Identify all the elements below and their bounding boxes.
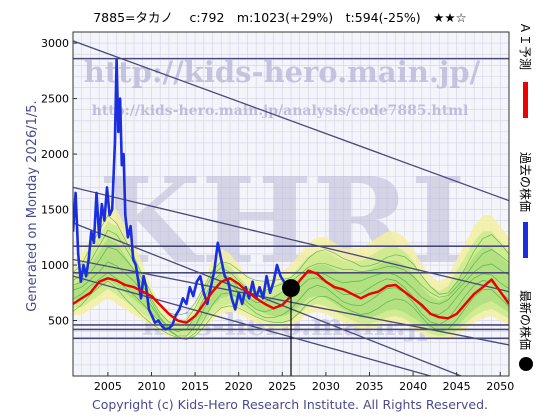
- copyright-footer: Copyright (c) Kids-Hero Research Institu…: [92, 397, 488, 412]
- legend-swatch-past: [523, 222, 528, 258]
- y-tick-label: 3000: [41, 37, 69, 50]
- legend-swatch-ai: [523, 82, 528, 118]
- y-tick-label: 1500: [41, 204, 69, 217]
- plot-frame: [72, 31, 510, 377]
- x-tick-label: 2035: [355, 380, 383, 393]
- y-tick-label: 1000: [41, 259, 69, 272]
- x-tick-label: 2010: [137, 380, 165, 393]
- x-tick-label: 2050: [486, 380, 514, 393]
- x-tick-label: 2015: [181, 380, 209, 393]
- y-tick-label: 500: [48, 315, 69, 328]
- watermark-url-main: http://kids-hero.main.jp/: [84, 55, 481, 89]
- trend-line: [73, 40, 509, 202]
- y-axis: 500 1000 1500 2000 2500 3000: [41, 37, 77, 328]
- watermark-url-sub: http://kids-hero.main.jp/analysis/code78…: [92, 103, 469, 119]
- trend-line: [73, 186, 509, 293]
- legend-label-latest: 最新の株価: [518, 290, 533, 350]
- latest-price-marker: [282, 279, 300, 376]
- trend-line: [73, 222, 462, 376]
- x-axis: 2005 2010 2015 2020 2025 2030 2035 2040 2045 2050: [94, 372, 514, 393]
- y-tick-label: 2000: [41, 148, 69, 161]
- generated-label: Generated on Monday 2026/1/5.: [25, 100, 40, 311]
- legend-label-past: 過去の株価: [518, 152, 533, 212]
- x-tick-label: 2030: [312, 380, 340, 393]
- chart-header: 7885=タカノ c:792 m:1023(+29%) t:594(-25%) …: [93, 10, 467, 25]
- y-tick-label: 2500: [41, 93, 69, 106]
- x-tick-label: 2045: [443, 380, 471, 393]
- x-tick-label: 2025: [268, 380, 296, 393]
- past-price-line: [73, 58, 292, 331]
- forecast-band-inner: [73, 238, 509, 332]
- legend-swatch-latest: [519, 357, 533, 371]
- legend-label-ai: ＡＩ予測: [518, 22, 532, 70]
- x-tick-label: 2040: [399, 380, 427, 393]
- legend: ＡＩ予測 過去の株価 最新の株価: [518, 22, 533, 371]
- latest-price-point: [282, 279, 300, 298]
- trend-line: [73, 275, 431, 376]
- x-tick-label: 2020: [225, 380, 253, 393]
- x-tick-label: 2005: [94, 380, 122, 393]
